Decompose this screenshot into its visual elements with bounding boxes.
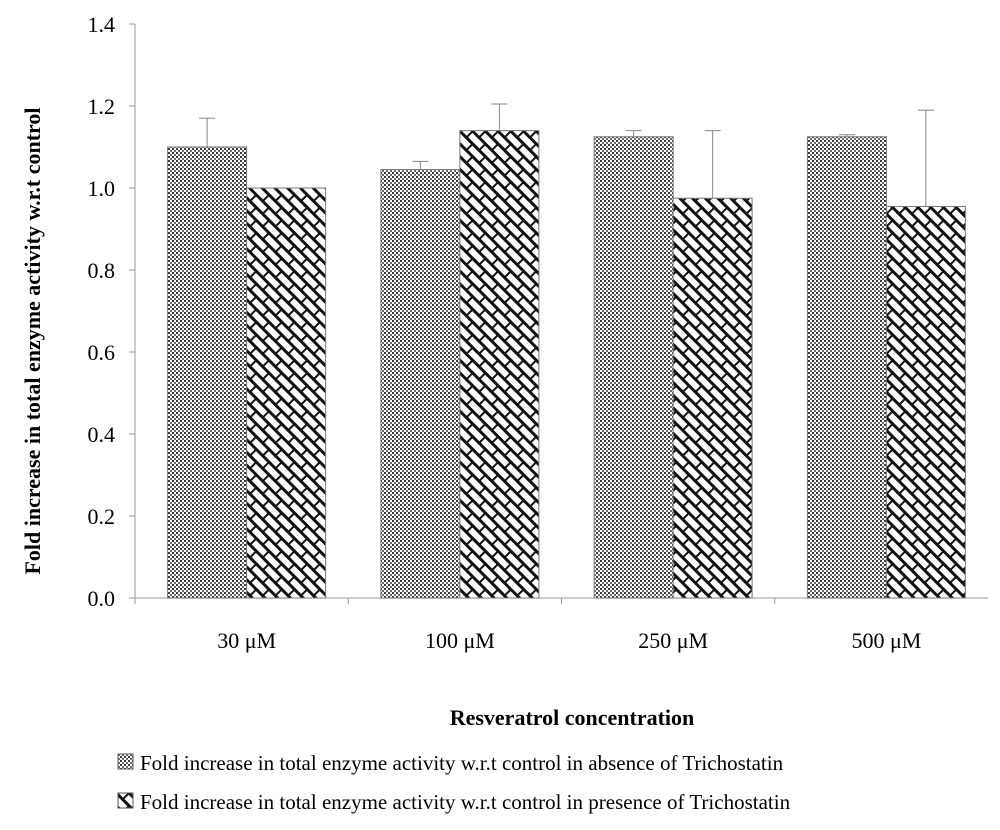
bar-absence	[593, 136, 674, 599]
x-axis-labels: 30 μM 100 μM 250 μM 500 μM	[134, 598, 921, 653]
y-axis-title: Fold increase in total enzyme activity w…	[20, 107, 45, 574]
y-tick-label: 1.0	[88, 176, 116, 201]
x-axis-title: Resveratrol concentration	[450, 705, 695, 730]
legend-swatch-absence	[117, 753, 134, 770]
bar-presence	[672, 197, 753, 599]
bar-presence	[885, 205, 966, 599]
x-tick-label: 100 μM	[425, 628, 495, 653]
legend: Fold increase in total enzyme activity w…	[117, 751, 791, 814]
legend-label-presence: Fold increase in total enzyme activity w…	[140, 790, 791, 814]
bars-group	[167, 103, 966, 599]
y-tick-label: 1.2	[88, 94, 116, 119]
bar-absence	[380, 169, 461, 599]
x-tick-label: 250 μM	[638, 628, 708, 653]
bar-presence	[459, 130, 540, 599]
y-tick-label: 0.2	[88, 504, 116, 529]
y-tick-label: 1.4	[88, 12, 116, 37]
y-tick-label: 0.0	[88, 586, 116, 611]
x-tick-label: 30 μM	[217, 628, 276, 653]
x-tick-label: 500 μM	[851, 628, 921, 653]
legend-swatch-presence	[117, 792, 134, 809]
y-axis-ticks: 0.0 0.2 0.4 0.6 0.8 1.0 1.2 1.4	[88, 12, 135, 611]
bar-absence	[167, 146, 248, 599]
bar-absence	[806, 136, 887, 599]
bar-presence	[246, 187, 327, 599]
y-tick-label: 0.6	[88, 340, 116, 365]
legend-label-absence: Fold increase in total enzyme activity w…	[140, 751, 784, 775]
y-tick-label: 0.4	[88, 422, 116, 447]
y-tick-label: 0.8	[88, 258, 116, 283]
